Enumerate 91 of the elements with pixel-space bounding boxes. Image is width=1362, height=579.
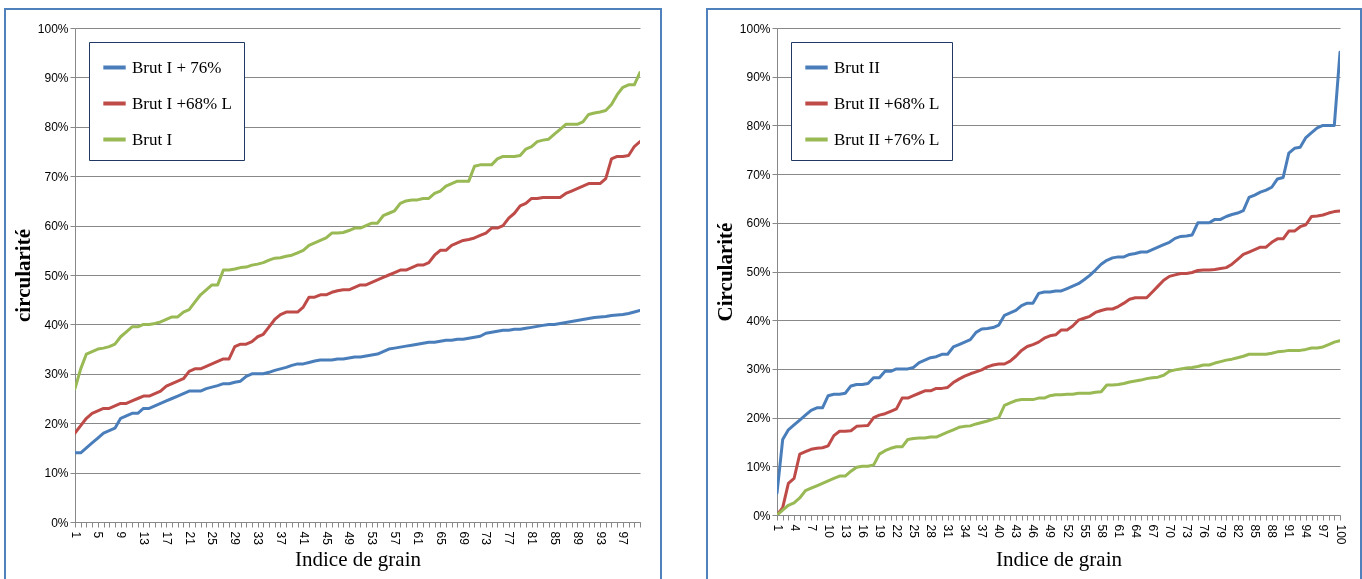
y-tick-label: 60%	[44, 219, 69, 234]
x-tick-label: 9	[114, 531, 129, 539]
x-tick-label: 52	[1060, 524, 1075, 539]
x-axis-title: Indice de grain	[295, 546, 422, 571]
x-tick-label: 10	[821, 524, 836, 539]
x-tick-label: 46	[1026, 524, 1041, 539]
x-tick-label: 33	[251, 531, 266, 546]
x-tick-label: 19	[872, 524, 887, 539]
legend-label: Brut I + 76%	[132, 57, 222, 77]
x-tick-label: 29	[228, 531, 243, 546]
x-tick-label: 41	[296, 531, 311, 546]
y-tick-label: 0%	[51, 515, 69, 530]
x-tick-label: 85	[547, 531, 562, 546]
x-tick-label: 88	[1265, 524, 1280, 539]
x-tick-label: 76	[1197, 524, 1212, 539]
legend-label: Brut II	[834, 57, 881, 77]
y-tick-label: 10%	[746, 459, 771, 474]
x-tick-label: 37	[273, 531, 288, 546]
x-axis-title: Indice de grain	[996, 546, 1123, 571]
x-tick-label: 64	[1128, 524, 1143, 539]
x-tick-label: 16	[855, 524, 870, 539]
y-axis-title: Circularité	[712, 222, 737, 322]
y-tick-label: 30%	[746, 362, 771, 377]
x-tick-label: 7	[804, 524, 819, 532]
x-tick-label: 70	[1162, 524, 1177, 539]
x-tick-label: 58	[1094, 524, 1109, 539]
x-tick-label: 49	[1043, 524, 1058, 539]
x-tick-label: 28	[924, 524, 939, 539]
y-tick-label: 30%	[44, 367, 69, 382]
legend-label: Brut I +68% L	[132, 93, 232, 113]
y-tick-label: 80%	[44, 120, 69, 135]
x-tick-label: 13	[136, 531, 151, 546]
x-tick-label: 97	[1316, 524, 1331, 539]
y-tick-label: 100%	[739, 21, 771, 36]
x-tick-label: 43	[1009, 524, 1024, 539]
y-tick-label: 0%	[753, 508, 771, 523]
x-tick-label: 89	[570, 531, 585, 546]
y-tick-label: 60%	[746, 216, 771, 231]
y-tick-label: 50%	[44, 268, 69, 283]
x-tick-label: 55	[1077, 524, 1092, 539]
x-tick-label: 69	[456, 531, 471, 546]
x-tick-label: 34	[958, 524, 973, 539]
y-tick-label: 40%	[746, 313, 771, 328]
x-tick-label: 65	[433, 531, 448, 546]
y-tick-label: 20%	[44, 416, 69, 431]
x-tick-label: 81	[525, 531, 540, 546]
y-tick-label: 70%	[746, 167, 771, 182]
x-tick-label: 61	[1111, 524, 1126, 539]
legend-label: Brut I	[132, 129, 173, 149]
legend-label: Brut II +68% L	[834, 93, 940, 113]
x-tick-label: 61	[410, 531, 425, 546]
x-tick-label: 67	[1145, 524, 1160, 539]
x-tick-label: 100	[1333, 524, 1348, 545]
y-tick-label: 70%	[44, 169, 69, 184]
x-tick-label: 77	[502, 531, 517, 546]
legend-label: Brut II +76% L	[834, 129, 940, 149]
x-tick-label: 40	[992, 524, 1007, 539]
x-tick-label: 1	[770, 524, 785, 532]
x-tick-label: 85	[1248, 524, 1263, 539]
x-tick-label: 31	[941, 524, 956, 539]
x-tick-label: 21	[182, 531, 197, 546]
y-tick-label: 20%	[746, 411, 771, 426]
x-tick-label: 49	[342, 531, 357, 546]
x-tick-label: 93	[593, 531, 608, 546]
x-tick-label: 45	[319, 531, 334, 546]
x-tick-label: 17	[159, 531, 174, 546]
y-tick-label: 40%	[44, 317, 69, 332]
y-tick-label: 10%	[44, 466, 69, 481]
x-tick-label: 79	[1214, 524, 1229, 539]
x-tick-label: 73	[1179, 524, 1194, 539]
x-tick-label: 5	[91, 531, 106, 539]
y-tick-label: 90%	[44, 70, 69, 85]
y-tick-label: 90%	[746, 70, 771, 85]
y-tick-label: 80%	[746, 118, 771, 133]
x-tick-label: 82	[1231, 524, 1246, 539]
x-tick-label: 22	[889, 524, 904, 539]
y-axis-title: circularité	[10, 229, 35, 322]
x-tick-label: 25	[906, 524, 921, 539]
x-tick-label: 25	[205, 531, 220, 546]
x-tick-label: 37	[975, 524, 990, 539]
y-tick-label: 100%	[37, 21, 69, 36]
x-tick-label: 73	[479, 531, 494, 546]
x-tick-label: 1	[68, 531, 83, 539]
x-tick-label: 94	[1299, 524, 1314, 539]
x-tick-label: 13	[838, 524, 853, 539]
x-tick-label: 91	[1282, 524, 1297, 539]
y-tick-label: 50%	[746, 265, 771, 279]
x-tick-label: 97	[616, 531, 631, 546]
x-tick-label: 53	[365, 531, 380, 546]
x-tick-label: 57	[388, 531, 403, 546]
x-tick-label: 4	[787, 524, 802, 532]
